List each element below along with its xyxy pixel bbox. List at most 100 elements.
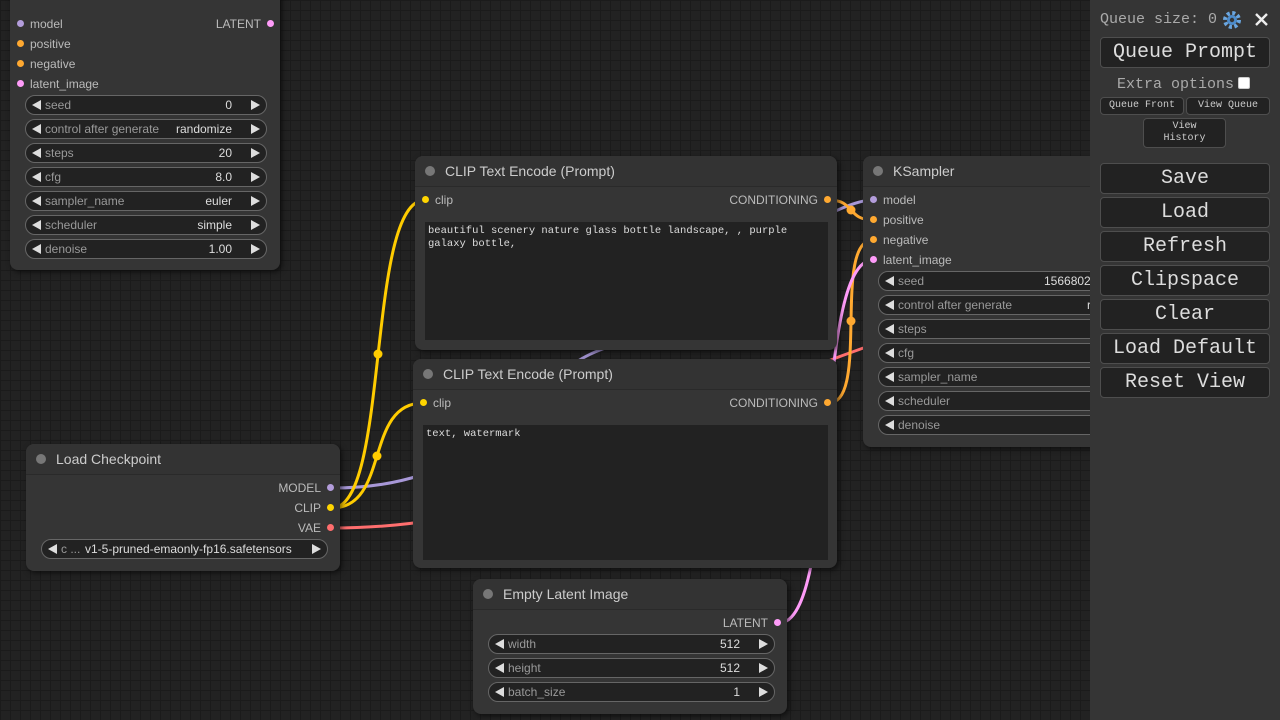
link-dot <box>372 451 382 461</box>
node[interactable]: Empty Latent Image LATENT width 512 height 51… <box>473 579 787 714</box>
menu-button[interactable]: Clipspace <box>1100 265 1270 296</box>
queue-front-button[interactable]: Queue Front <box>1100 97 1184 115</box>
decrement-arrow <box>885 420 894 430</box>
close-icon[interactable] <box>1254 12 1269 27</box>
menu-button[interactable]: Load <box>1100 197 1270 228</box>
node[interactable]: CLIP Text Encode (Prompt) clip CONDITIONIN… <box>415 156 837 350</box>
input-slot <box>870 256 877 263</box>
widget[interactable]: scheduler <box>878 391 1090 411</box>
decrement-arrow <box>32 196 41 206</box>
output-label: LATENT <box>215 17 261 31</box>
view-history-line: History <box>1163 133 1206 144</box>
widget[interactable]: height 512 <box>488 658 775 678</box>
menu-button[interactable]: Save <box>1100 163 1270 194</box>
widget[interactable]: seed 0 <box>25 95 267 115</box>
widget-label: width <box>508 637 537 651</box>
output-label: CLIP <box>294 501 321 515</box>
widget[interactable]: c ... v1-5-pruned-emaonly-fp16.safetensor… <box>41 539 328 559</box>
input-label: model <box>30 17 63 31</box>
widget-label: height <box>508 661 541 675</box>
output-label: LATENT <box>722 616 768 630</box>
widget[interactable]: cfg <box>878 343 1090 363</box>
widget-label: sampler_name <box>45 194 125 208</box>
widget-label: batch_size <box>508 685 566 699</box>
input-slot <box>17 60 24 67</box>
widget[interactable]: control after generate randomize <box>25 119 267 139</box>
widget[interactable]: sampler_name <box>878 367 1090 387</box>
input-slot <box>17 40 24 47</box>
widget-value: v1-5-pruned-emaonly-fp16.safetensors <box>85 542 292 556</box>
increment-arrow <box>759 663 768 673</box>
decrement-arrow <box>32 124 41 134</box>
menu-button[interactable]: Reset View <box>1100 367 1270 398</box>
menu-button[interactable]: Clear <box>1100 299 1270 330</box>
increment-arrow <box>251 244 260 254</box>
prompt-textarea[interactable]: text, watermark <box>423 425 828 560</box>
widget[interactable]: cfg 8.0 <box>25 167 267 187</box>
widget[interactable]: sampler_name euler <box>25 191 267 211</box>
node-title: CLIP Text Encode (Prompt) <box>445 163 615 179</box>
widget-label: control after generate <box>898 298 1013 312</box>
collapse-dot <box>483 589 493 599</box>
collapse-dot <box>425 166 435 176</box>
widget[interactable]: scheduler simple <box>25 215 267 235</box>
collapse-dot <box>873 166 883 176</box>
widget-value: 0 <box>225 98 232 112</box>
extra-options-checkbox[interactable] <box>1238 77 1250 89</box>
settings-icon[interactable] <box>1222 10 1242 30</box>
decrement-arrow <box>32 172 41 182</box>
view-history-button[interactable]: View History <box>1143 118 1226 148</box>
decrement-arrow <box>32 244 41 254</box>
widget-label: sampler_name <box>898 370 978 384</box>
widget-label: cfg <box>45 170 62 184</box>
output-slot <box>327 524 334 531</box>
queue-prompt-button[interactable]: Queue Prompt <box>1100 37 1270 68</box>
widget-label: seed <box>45 98 72 112</box>
graph-canvas[interactable]: model positive negative latent_image LATENT s… <box>0 0 1090 720</box>
output-slot <box>327 484 334 491</box>
view-queue-button[interactable]: View Queue <box>1186 97 1270 115</box>
increment-arrow <box>251 220 260 230</box>
menu-button[interactable]: Refresh <box>1100 231 1270 262</box>
node-title-bar: KSampler <box>863 156 1090 187</box>
widget-value: 156680208 <box>1044 274 1090 288</box>
input-label: clip <box>435 193 454 207</box>
increment-arrow <box>251 100 260 110</box>
widget[interactable]: steps 20 <box>25 143 267 163</box>
widget-label: denoise <box>45 242 88 256</box>
widget-value: simple <box>197 218 232 232</box>
decrement-arrow <box>495 687 504 697</box>
widget[interactable]: denoise <box>878 415 1090 435</box>
input-label: latent_image <box>30 77 99 91</box>
widget[interactable]: denoise 1.00 <box>25 239 267 259</box>
collapse-dot <box>36 454 46 464</box>
decrement-arrow <box>885 324 894 334</box>
widget-value: randomize <box>175 122 232 136</box>
decrement-arrow <box>32 100 41 110</box>
increment-arrow <box>759 639 768 649</box>
widget-value: 1.00 <box>208 242 232 256</box>
input-label: positive <box>30 37 71 51</box>
prompt-textarea[interactable]: beautiful scenery nature glass bottle la… <box>425 222 828 340</box>
node-title: CLIP Text Encode (Prompt) <box>443 366 613 382</box>
menu-button[interactable]: Load Default <box>1100 333 1270 364</box>
increment-arrow <box>251 172 260 182</box>
node[interactable]: CLIP Text Encode (Prompt) clip CONDITIONIN… <box>413 359 837 568</box>
decrement-arrow <box>32 148 41 158</box>
increment-arrow <box>251 148 260 158</box>
input-label: latent_image <box>883 253 952 267</box>
node[interactable]: Load Checkpoint MODEL CLIP VAE c ... v1-5-pru… <box>26 444 340 571</box>
node[interactable]: KSampler model positive negative latent_imag… <box>863 156 1090 447</box>
widget-label: seed <box>898 274 925 288</box>
widget[interactable]: seed 156680208 <box>878 271 1090 291</box>
input-slot <box>17 80 24 87</box>
widget[interactable]: control after generate ran <box>878 295 1090 315</box>
widget[interactable]: batch_size 1 <box>488 682 775 702</box>
input-slot <box>870 236 877 243</box>
link-dot <box>846 316 856 326</box>
decrement-arrow <box>495 639 504 649</box>
node[interactable]: model positive negative latent_image LATENT s… <box>10 0 280 270</box>
widget[interactable]: width 512 <box>488 634 775 654</box>
node-title-bar: CLIP Text Encode (Prompt) <box>413 359 837 390</box>
widget[interactable]: steps <box>878 319 1090 339</box>
